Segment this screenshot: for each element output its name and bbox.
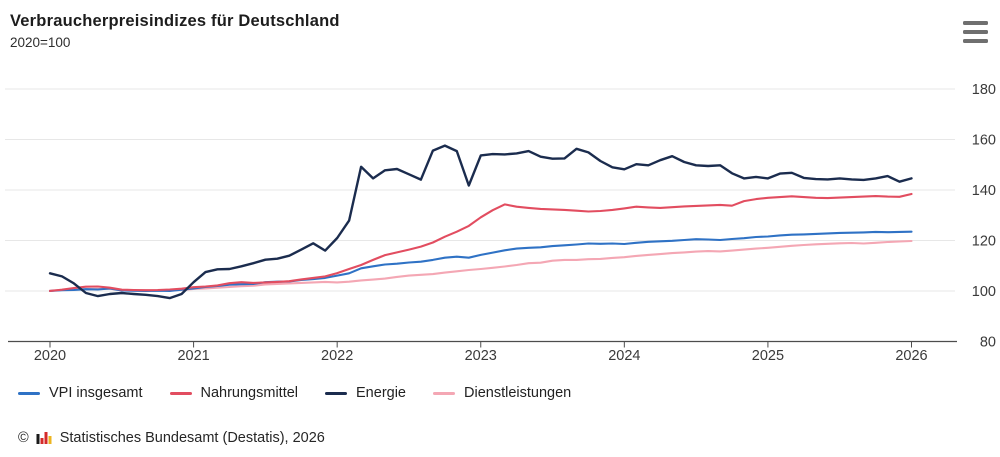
- y-tick-label-160: 160: [972, 133, 996, 149]
- legend-label: Dienstleistungen: [464, 385, 572, 401]
- copyright-symbol: ©: [18, 430, 29, 446]
- x-tick-label-2021: 2021: [177, 348, 209, 364]
- chart-menu-button[interactable]: [963, 21, 989, 43]
- x-tick-label-2025: 2025: [752, 348, 784, 364]
- series-line-nahrungsmittel[interactable]: [48, 192, 913, 293]
- y-tick-label-140: 140: [972, 183, 996, 199]
- legend-label: Energie: [356, 385, 406, 401]
- destatis-logo-icon: [36, 431, 52, 444]
- line-chart-plot-area: 80 100 120 140 160 180 2020 2021 2022 2023 2024 202…: [5, 82, 996, 364]
- y-tick-label-120: 120: [972, 234, 996, 250]
- legend-item-nahrungsmittel[interactable]: Nahrungsmittel: [169, 385, 299, 401]
- x-tick-label-2022: 2022: [321, 348, 353, 364]
- source-line: © Statistisches Bundesamt (Destatis), 20…: [18, 430, 325, 446]
- series-line-dienstleistungen[interactable]: [48, 239, 913, 293]
- chart-legend: VPI insgesamt Nahrungsmittel Energie Dienst…: [18, 385, 571, 401]
- legend-label: Nahrungsmittel: [200, 385, 299, 401]
- legend-item-energie[interactable]: Energie: [325, 385, 406, 401]
- legend-swatch-icon: [18, 391, 40, 395]
- legend-item-dienstleistungen[interactable]: Dienstleistungen: [433, 385, 571, 401]
- chart-subtitle: 2020=100: [10, 35, 71, 50]
- legend-swatch-icon: [325, 391, 348, 395]
- y-tick-label-100: 100: [972, 284, 996, 300]
- y-tick-label-80: 80: [980, 335, 996, 351]
- legend-label: VPI insgesamt: [49, 385, 143, 401]
- source-text: Statistisches Bundesamt (Destatis), 2026: [59, 430, 325, 446]
- legend-swatch-icon: [433, 391, 455, 395]
- series-line-vpi-insgesamt[interactable]: [48, 230, 913, 293]
- hamburger-menu-icon: [963, 30, 988, 34]
- hamburger-menu-icon: [963, 39, 988, 43]
- x-tick-label-2024: 2024: [608, 348, 640, 364]
- y-tick-label-180: 180: [972, 82, 996, 98]
- x-tick-label-2023: 2023: [465, 348, 497, 364]
- hamburger-menu-icon: [963, 21, 988, 25]
- legend-item-vpi-insgesamt[interactable]: VPI insgesamt: [18, 385, 143, 401]
- x-tick-label-2026: 2026: [895, 348, 927, 364]
- x-tick-label-2020: 2020: [34, 348, 66, 364]
- series-line-energie[interactable]: [48, 144, 913, 300]
- legend-swatch-icon: [169, 391, 192, 395]
- chart-title: Verbraucherpreisindizes für Deutschland: [10, 12, 340, 30]
